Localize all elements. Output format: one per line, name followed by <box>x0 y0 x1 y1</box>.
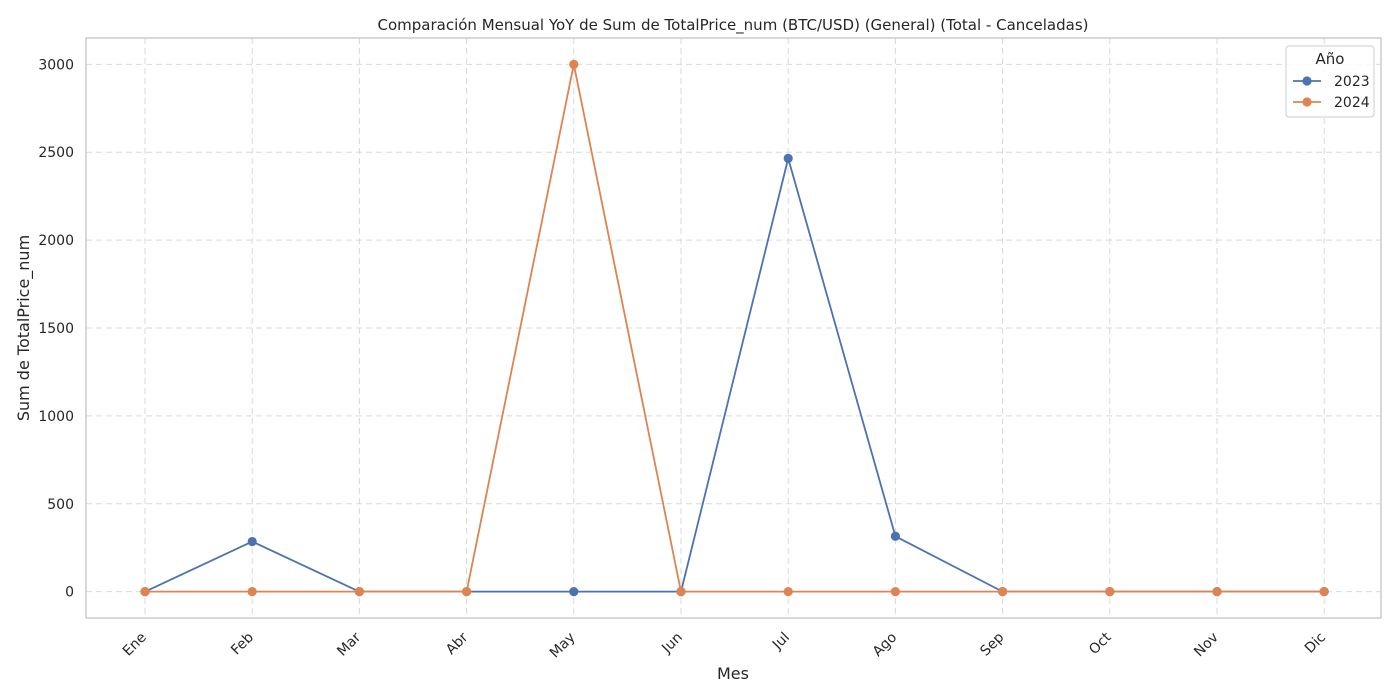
data-point-2024 <box>1105 587 1115 597</box>
x-tick-label: Ene <box>120 630 150 660</box>
series-line-2024 <box>145 63 1325 593</box>
data-point-2024 <box>569 59 579 69</box>
grid <box>86 38 1381 618</box>
legend-label-2023: 2023 <box>1334 74 1370 90</box>
data-point-2023 <box>890 531 901 541</box>
chart-title: Comparación Mensual YoY de Sum de TotalP… <box>378 16 1089 35</box>
data-point-2023 <box>247 536 257 547</box>
data-point-2024 <box>140 587 150 597</box>
y-tick-label: 3000 <box>38 57 74 73</box>
x-tick-label: Nov <box>1191 630 1222 661</box>
series-line-2023 <box>144 157 1325 593</box>
legend-marker-2023 <box>1302 76 1312 86</box>
x-tick-label: Oct <box>1086 629 1115 658</box>
x-tick-label: Feb <box>228 629 257 658</box>
data-point-2023 <box>569 587 579 597</box>
y-axis-label: Sum de TotalPrice_num <box>14 235 34 421</box>
x-tick-label: Abr <box>443 629 472 658</box>
x-tick-label: Ago <box>870 630 900 660</box>
y-tick-label: 1000 <box>38 409 74 425</box>
x-tick-label: May <box>547 630 579 662</box>
series-2024 <box>140 59 1329 597</box>
legend: Año 2023 2024 <box>1285 45 1375 118</box>
series-layer <box>140 59 1329 597</box>
data-point-2024 <box>998 587 1008 597</box>
x-tick-label: Jul <box>769 630 793 654</box>
data-point-2024 <box>247 587 257 597</box>
x-tick-label: Sep <box>977 629 1007 659</box>
data-point-2024 <box>462 587 472 597</box>
x-axis: Ene Feb Mar Abr May Jun Jul Ago Sep Oct Nov Dic <box>120 629 1329 661</box>
series-2023 <box>140 153 1329 597</box>
y-tick-label: 0 <box>65 585 74 601</box>
data-point-2024 <box>890 587 901 597</box>
data-point-2024 <box>1319 587 1329 597</box>
y-tick-label: 2000 <box>38 233 74 249</box>
x-tick-label: Mar <box>334 629 364 659</box>
y-axis: 0 500 1000 1500 2000 2500 3000 <box>38 57 74 600</box>
data-point-2024 <box>783 587 793 597</box>
data-point-2024 <box>1212 587 1222 597</box>
legend-marker-2024 <box>1302 97 1312 107</box>
x-tick-label: Dic <box>1302 630 1329 657</box>
plot-frame <box>85 37 1382 619</box>
y-tick-label: 1500 <box>38 321 74 337</box>
legend-label-2024: 2024 <box>1334 95 1370 111</box>
y-tick-label: 2500 <box>38 145 74 161</box>
data-point-2024 <box>676 587 686 597</box>
x-axis-label: Mes <box>717 664 749 683</box>
y-tick-label: 500 <box>47 497 74 513</box>
legend-title: Año <box>1316 50 1345 68</box>
x-tick-label: Jun <box>658 630 685 657</box>
data-point-2024 <box>354 587 364 597</box>
data-point-2023 <box>783 153 793 163</box>
